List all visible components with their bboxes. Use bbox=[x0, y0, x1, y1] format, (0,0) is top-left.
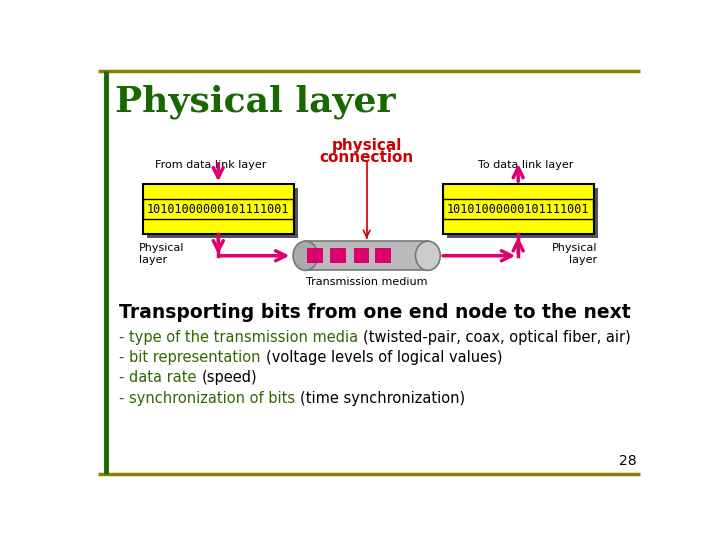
Bar bbox=[305, 241, 428, 271]
Text: Transporting bits from one end node to the next: Transporting bits from one end node to t… bbox=[120, 303, 631, 322]
Text: (voltage levels of logical values): (voltage levels of logical values) bbox=[266, 350, 502, 366]
FancyBboxPatch shape bbox=[143, 184, 294, 234]
FancyBboxPatch shape bbox=[354, 248, 369, 264]
Ellipse shape bbox=[415, 241, 441, 271]
Text: - type of the transmission media: - type of the transmission media bbox=[120, 330, 363, 346]
Text: 10101000000101111001: 10101000000101111001 bbox=[447, 202, 590, 215]
Text: 28: 28 bbox=[618, 454, 636, 468]
Text: - data rate: - data rate bbox=[120, 370, 202, 386]
FancyBboxPatch shape bbox=[375, 248, 391, 264]
Text: Physical
layer: Physical layer bbox=[552, 244, 598, 265]
Text: To data link layer: To data link layer bbox=[478, 160, 574, 170]
Text: Transmission medium: Transmission medium bbox=[306, 276, 428, 287]
FancyBboxPatch shape bbox=[330, 248, 346, 264]
Text: - bit representation: - bit representation bbox=[120, 350, 266, 366]
Text: (twisted-pair, coax, optical fiber, air): (twisted-pair, coax, optical fiber, air) bbox=[363, 330, 631, 346]
Text: - synchronization of bits: - synchronization of bits bbox=[120, 390, 300, 406]
Text: Physical layer: Physical layer bbox=[114, 84, 395, 119]
Text: physical: physical bbox=[331, 138, 402, 153]
Text: connection: connection bbox=[320, 150, 414, 165]
Ellipse shape bbox=[293, 241, 318, 271]
Text: (speed): (speed) bbox=[202, 370, 257, 386]
Text: (time synchronization): (time synchronization) bbox=[300, 390, 465, 406]
Text: 10101000000101111001: 10101000000101111001 bbox=[147, 202, 289, 215]
FancyBboxPatch shape bbox=[147, 188, 297, 238]
Text: Physical
layer: Physical layer bbox=[139, 244, 184, 265]
Text: From data link layer: From data link layer bbox=[155, 160, 266, 170]
FancyBboxPatch shape bbox=[446, 188, 598, 238]
FancyBboxPatch shape bbox=[307, 248, 323, 264]
FancyBboxPatch shape bbox=[443, 184, 594, 234]
